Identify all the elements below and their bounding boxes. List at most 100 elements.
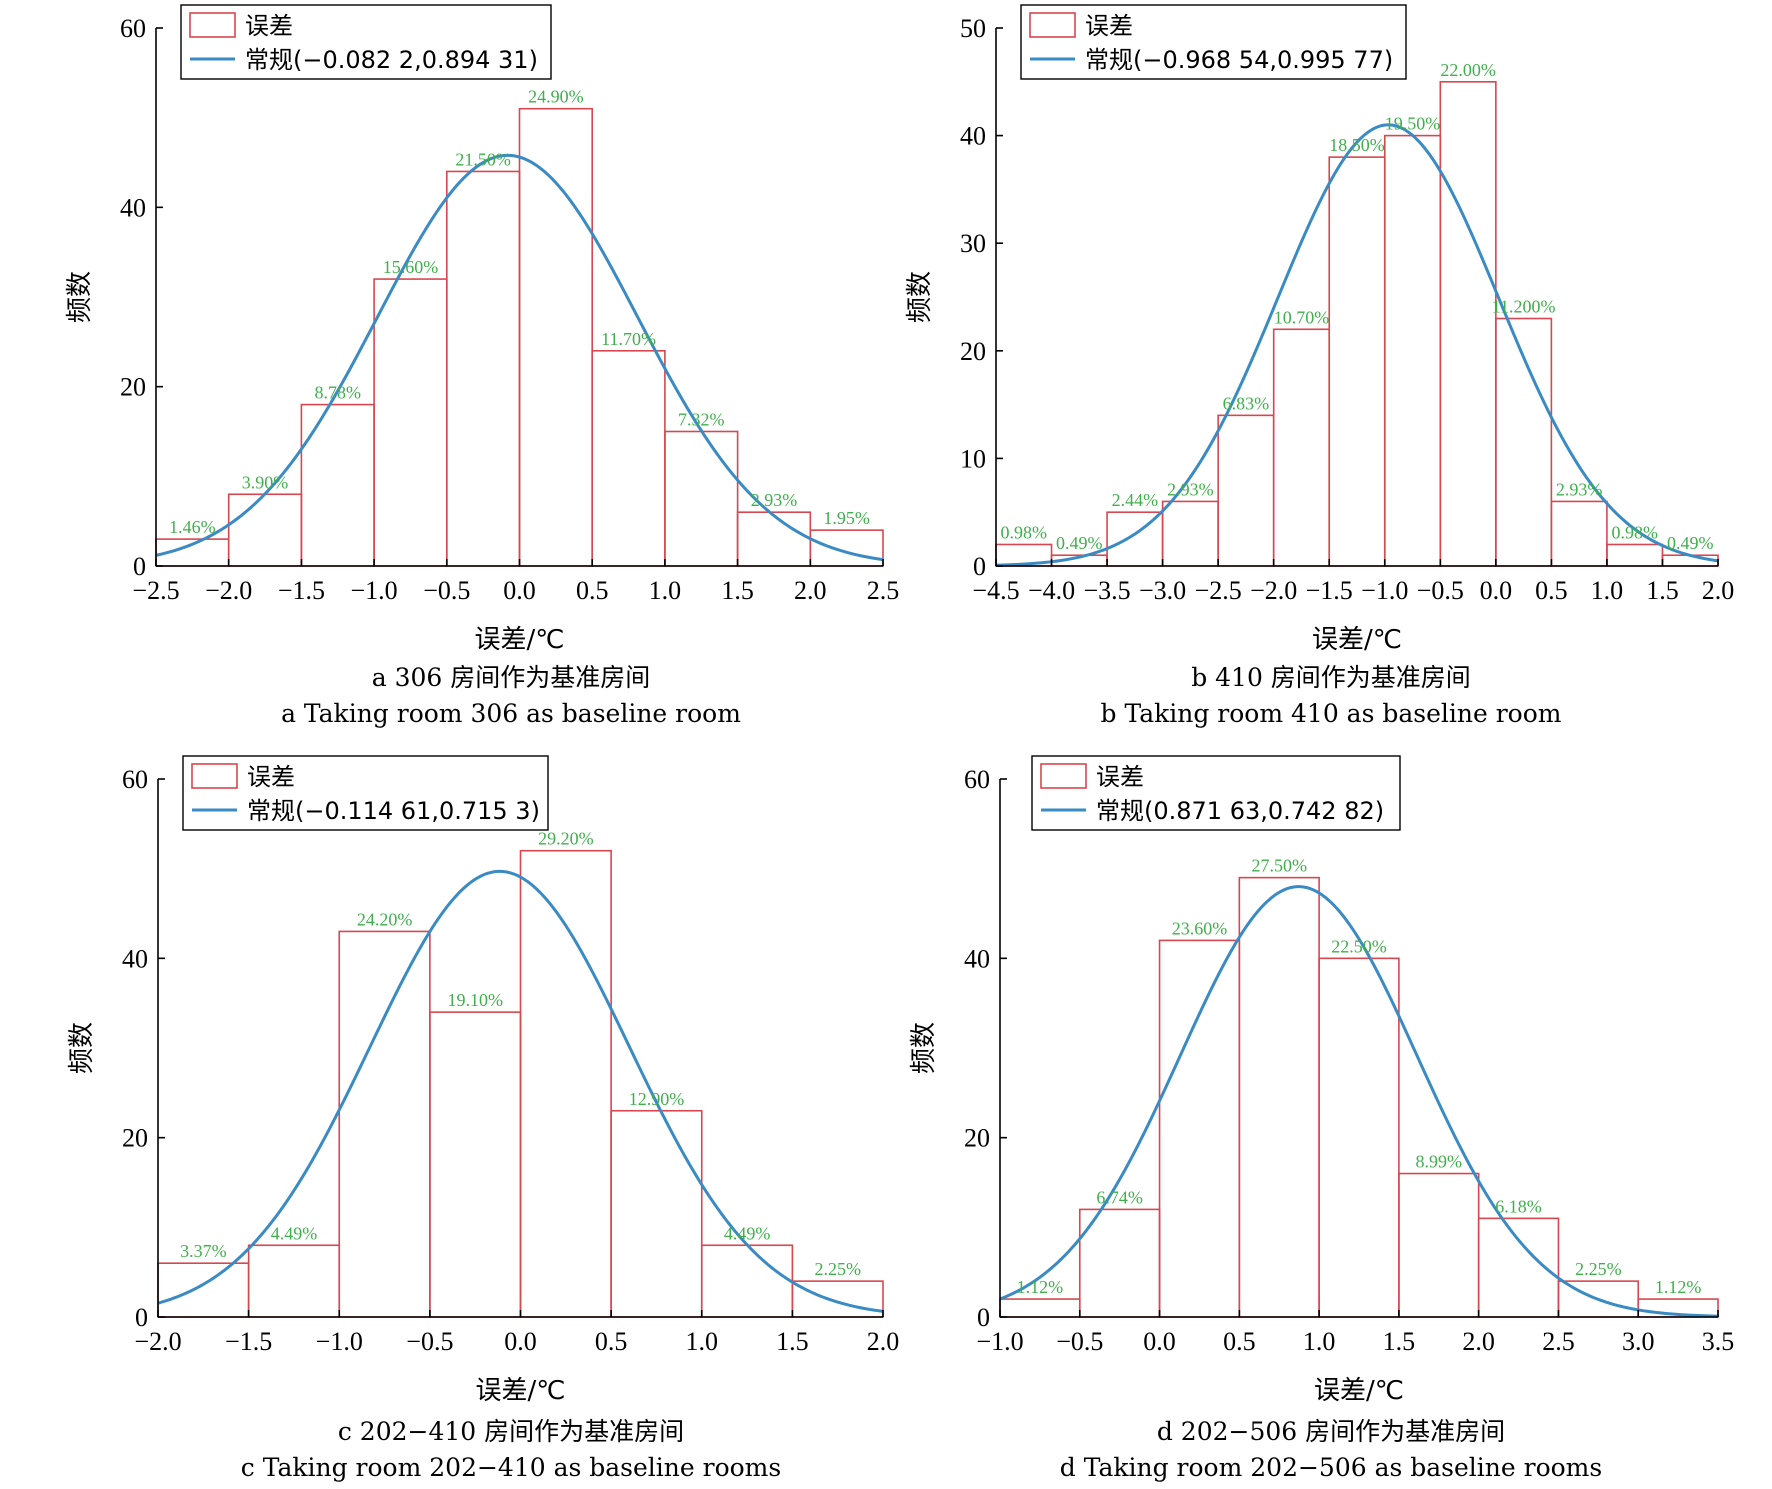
x-tick-label: −0.5 [406,1327,453,1356]
caption-en-b: b Taking room 410 as baseline room [1100,699,1562,728]
histogram-bar-d-5 [1318,957,1400,1318]
bar-percent-label: 3.90% [242,472,289,492]
histogram-chart-d: 1.12% 6.74% 23.60% 27.50% 22.50% 8.99% 6.18% 2.… [909,755,1735,1406]
legend-label-error: 误差 [247,763,295,791]
histogram-bar-b-7 [1328,156,1386,567]
x-tick-label: 3.5 [1702,1327,1735,1356]
bar-percent-label: 21.50% [455,149,511,169]
legend-label-normal: 常规(0.871 63,0.742 82) [1096,797,1384,825]
bar-percent-label: 3.37% [180,1241,227,1261]
x-axis-title: 误差/℃ [1314,1376,1404,1406]
bar-percent-label: 6.83% [1223,393,1270,413]
y-tick-label: 0 [977,1303,990,1332]
legend-label-normal: 常规(−0.968 54,0.995 77) [1085,46,1393,74]
y-tick-label: 20 [122,1124,148,1153]
histogram-bar-c-2 [247,1244,341,1318]
x-tick-label: 0.5 [1535,576,1568,605]
bar-percent-label: 8.78% [315,383,362,403]
x-tick-label: 0.5 [595,1327,628,1356]
histogram-bar-c-1 [157,1262,250,1318]
histogram-bar-a-4 [373,278,448,567]
legend-label-normal: 常规(−0.082 2,0.894 31) [245,46,538,74]
x-tick-label: 0.5 [576,576,609,605]
histogram-bar-a-8 [664,430,739,567]
y-axis-title: 频数 [67,1022,97,1074]
x-tick-label: −1.5 [278,576,325,605]
chart-panel-a: 1.46% 3.90% 8.78% 15.60% 21.50% 24.90% 11.70% 7… [0,0,899,745]
y-tick-label: 10 [960,444,986,473]
histogram-chart-b: 0.98% 0.49% 2.44% 2.93% 6.83% 10.70% 18.50%19.… [905,4,1734,655]
histogram-bar-c-7 [700,1244,794,1318]
x-tick-label: 0.0 [503,576,536,605]
x-tick-label: −3.0 [1139,576,1186,605]
bar-percent-label: 4.49% [724,1223,771,1243]
x-tick-label: 0.0 [1480,576,1513,605]
x-tick-label: 2.5 [867,576,900,605]
x-tick-label: −3.5 [1083,576,1130,605]
histogram-bar-b-9 [1439,81,1497,567]
x-tick-label: 2.5 [1542,1327,1575,1356]
y-tick-label: 60 [120,14,146,43]
x-tick-label: 2.0 [867,1327,900,1356]
x-tick-label: 0.0 [504,1327,537,1356]
bar-percent-label: 22.50% [1331,936,1387,956]
bar-percent-label: 29.20% [538,829,594,849]
histogram-bar-a-6 [518,107,593,567]
caption-en-d: d Taking room 202−506 as baseline rooms [1059,1453,1603,1482]
legend-swatch-error [189,12,236,38]
histogram-bar-c-3 [338,930,431,1318]
legend-swatch-error [1029,12,1076,38]
histogram-bar-d-3 [1158,939,1241,1318]
histogram-bar-b-5 [1217,414,1275,567]
bar-percent-label: 12.90% [629,1089,685,1109]
bar-percent-label: 2.93% [1556,479,1603,499]
histogram-bar-a-2 [227,493,303,567]
bar-percent-label: 11.200% [1492,297,1556,317]
bar-percent-label: 23.60% [1172,918,1228,938]
caption-cn-a: a 306 房间作为基准房间 [371,663,651,692]
bar-percent-label: 2.93% [1167,479,1214,499]
histogram-bar-b-6 [1272,328,1331,567]
bar-percent-label: 2.25% [1575,1259,1622,1279]
x-tick-label: −1.0 [316,1327,363,1356]
x-tick-label: −1.5 [225,1327,272,1356]
histogram-chart-c: 3.37% 4.49% 24.20% 19.10% 29.20% 12.90% 4.49% 2… [67,755,899,1406]
bar-percent-label: 0.49% [1667,533,1714,553]
histogram-chart-a: 1.46% 3.90% 8.78% 15.60% 21.50% 24.90% 11.70% 7… [65,4,899,655]
bar-percent-label: 1.95% [823,508,870,528]
bar-percent-label: 0.49% [1056,533,1103,553]
bar-percent-label: 7.32% [678,410,725,430]
normal-fit-curve-c [157,869,884,1313]
y-tick-label: 40 [960,122,986,151]
legend-box [180,4,552,80]
legend-label-error: 误差 [245,12,293,40]
legend-swatch-error [1040,763,1087,789]
legend-label-error: 误差 [1096,763,1144,791]
x-axis-title: 误差/℃ [476,1376,566,1406]
x-tick-label: −1.5 [1306,576,1353,605]
histogram-bar-b-4 [1161,500,1219,567]
caption-cn-b: b 410 房间作为基准房间 [1191,663,1471,692]
y-tick-label: 0 [133,552,146,581]
x-tick-label: 1.5 [1646,576,1679,605]
histogram-bar-d-6 [1398,1172,1480,1318]
bar-percent-label: 8.99% [1416,1152,1463,1172]
histogram-bar-a-3 [300,403,375,567]
bar-percent-label: 27.50% [1251,856,1307,876]
y-tick-label: 60 [122,765,148,794]
bar-percent-label: 6.18% [1495,1196,1542,1216]
normal-fit-curve-a [155,153,884,562]
x-tick-label: 1.5 [1383,1327,1416,1356]
x-tick-label: 2.0 [1462,1327,1495,1356]
bar-percent-label: 22.00% [1440,60,1496,80]
histogram-bar-a-9 [736,511,812,567]
x-tick-label: 0.0 [1143,1327,1176,1356]
y-tick-label: 20 [960,337,986,366]
caption-cn-c: c 202−410 房间作为基准房间 [337,1417,685,1446]
histogram-bar-c-6 [610,1109,703,1318]
bar-percent-label: 1.46% [169,517,216,537]
chart-panel-d: 1.12% 6.74% 23.60% 27.50% 22.50% 8.99% 6.18% 2.… [886,745,1772,1489]
